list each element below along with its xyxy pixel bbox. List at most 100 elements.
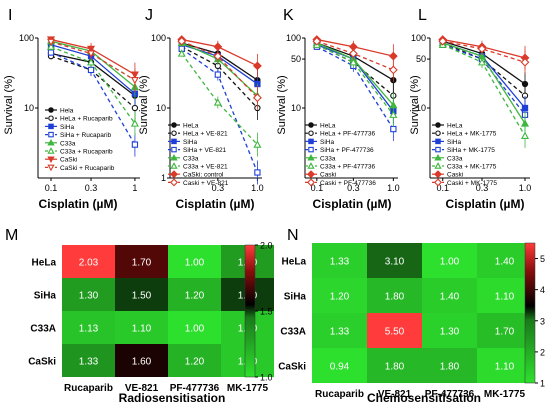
cell-value-label: 1.50: [132, 291, 152, 302]
legend-label: SiHa + PF-477736: [320, 147, 374, 154]
colorbar: [244, 244, 256, 378]
heatmap-cell: [168, 311, 221, 344]
cell-value-label: 1.20: [185, 291, 205, 302]
y-tick-label: 100: [286, 33, 301, 43]
cell-value-label: 1.80: [440, 362, 460, 373]
panel-letter: L: [418, 7, 427, 24]
row-label: SiHa: [34, 291, 57, 302]
y-tick-label: 10: [156, 103, 166, 113]
legend-label: SiHa + Rucaparib: [60, 132, 112, 139]
series-line: [181, 53, 258, 146]
column-label: PF-477736: [425, 389, 475, 400]
legend-marker: [47, 164, 55, 172]
y-tick-label: 100: [411, 33, 426, 43]
row-label: CaSki: [278, 362, 306, 373]
legend-label: SiHa: [447, 139, 461, 146]
legend-label: Hela: [60, 108, 74, 115]
legend-label: C33a + VE-821: [183, 164, 228, 171]
cell-value-label: 3.10: [385, 257, 405, 268]
heatmap-cell: [422, 278, 477, 313]
cell-value-label: 1.00: [440, 257, 460, 268]
heatmap-cell: [477, 313, 532, 348]
heatmap-cell: [115, 278, 168, 311]
data-point: [214, 71, 221, 78]
row-label: SiHa: [284, 292, 307, 303]
data-point: [177, 49, 186, 57]
data-point: [253, 61, 262, 71]
x-axis-label: Cisplatin (µM): [313, 197, 392, 211]
legend-label: C33a: [183, 155, 199, 162]
legend-marker: [48, 131, 54, 138]
column-label: VE-821: [125, 383, 159, 394]
y-tick-label: 100: [151, 33, 166, 43]
x-tick-label: 0.3: [476, 183, 489, 193]
legend-label: SiHa: [320, 139, 334, 146]
panel-letter: J: [145, 7, 153, 24]
heatmap-cell: [367, 243, 422, 278]
data-point: [477, 44, 487, 54]
x-axis-label: Cisplatin (µM): [39, 197, 118, 211]
series-line: [181, 40, 258, 99]
legend-marker: [47, 147, 55, 154]
legend-marker: [435, 130, 441, 136]
data-point: [477, 58, 487, 66]
legend-marker: [434, 162, 442, 169]
heatmap-cell: [312, 243, 367, 278]
legend-label: CaSki: control: [183, 172, 224, 179]
legend-label: HeLa + Rucaparib: [60, 116, 113, 123]
cell-value-label: 1.20: [185, 357, 205, 368]
heatmap-grid: 2.031.701.001.301.301.501.201.501.131.10…: [28, 241, 274, 394]
cell-value-label: 1.80: [385, 292, 405, 303]
cell-value-label: 1.10: [495, 362, 515, 373]
column-label: Rucaparib: [315, 389, 364, 400]
heatmap-cell: [115, 245, 168, 278]
legend-label: Caski + PF-477736: [320, 180, 376, 187]
heatmap-cell: [367, 278, 422, 313]
cell-value-label: 0.94: [330, 362, 350, 373]
data-point: [388, 65, 398, 75]
y-tick-label: 50: [416, 54, 426, 64]
legend-marker: [434, 178, 442, 187]
legend-marker: [434, 153, 442, 161]
cell-value-label: 1.80: [385, 362, 405, 373]
x-tick-label: 1: [132, 183, 137, 193]
y-tick-label: 10: [291, 103, 301, 113]
data-point: [177, 36, 187, 46]
legend-marker: [435, 138, 441, 145]
panel-letter: K: [283, 7, 294, 24]
legend-label: C33a: [447, 155, 463, 162]
heatmap-cell: [477, 278, 532, 313]
legend-marker: [170, 162, 178, 169]
legend-label: Caski: [320, 172, 336, 179]
series-line: [316, 44, 394, 116]
column-label: PF-477736: [170, 383, 220, 394]
column-label: VE-821: [378, 389, 412, 400]
heatmap-N: N 1.33 3.10 1.00 1.40 1.20 1.80 1.40 1.10 1.33 5.…: [278, 227, 545, 405]
heatmap-cell: [422, 313, 477, 348]
cell-value-label: 1.20: [330, 292, 350, 303]
legend-marker: [171, 130, 177, 136]
data-point: [131, 141, 139, 148]
heatmap-cell: [422, 348, 477, 383]
row-label: HeLa: [282, 257, 307, 268]
heatmap-cell: [477, 348, 532, 383]
data-point: [520, 57, 530, 67]
data-point: [438, 36, 448, 46]
legend-label: SiHa: [60, 124, 74, 131]
colorbar-tick-label: 1: [540, 379, 545, 389]
heatmap-cell: [62, 278, 115, 311]
x-tick-label: 1.0: [387, 183, 400, 193]
cell-value-label: 1.40: [495, 257, 515, 268]
legend-marker: [170, 153, 178, 161]
data-point: [520, 131, 530, 140]
data-point: [213, 51, 223, 61]
data-point: [87, 58, 96, 66]
y-tick-label: 100: [19, 33, 34, 43]
y-axis-label: Survival (%): [409, 75, 421, 134]
